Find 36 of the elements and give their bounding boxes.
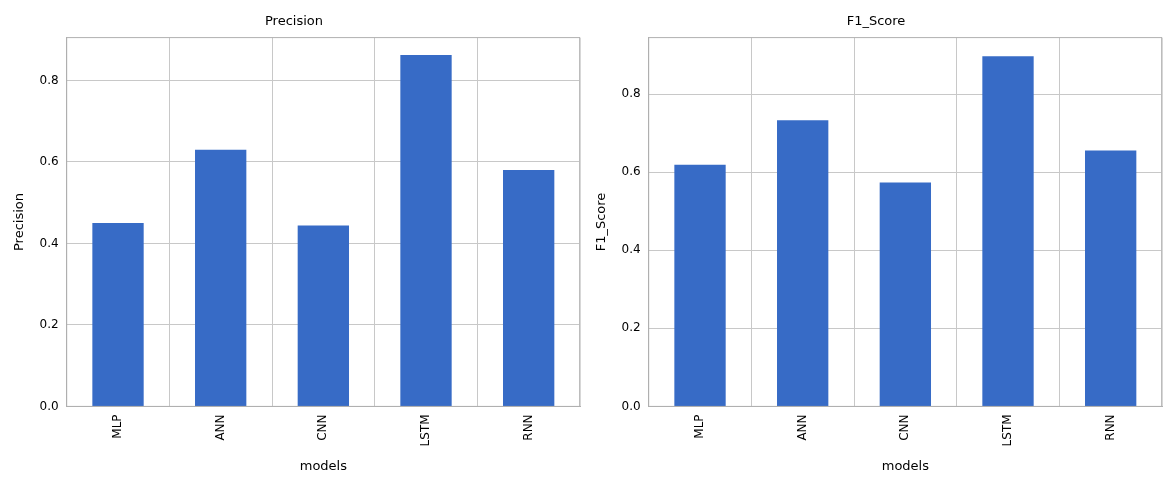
y-tick-label: 0.4 (39, 235, 59, 250)
y-tick-label: 0.2 (621, 320, 641, 335)
bar (297, 225, 350, 406)
x-axis-title: models (299, 457, 348, 473)
y-tick-label: 0.6 (621, 164, 641, 179)
x-axis-title: models (881, 457, 930, 473)
x-tick-label: MLP (110, 414, 125, 439)
x-tick-label: CNN (315, 414, 330, 441)
y-axis-title: Precision (11, 193, 27, 252)
x-tick-label: LSTM (418, 414, 433, 447)
bar (503, 170, 555, 406)
y-tick-label: 0.2 (39, 317, 59, 332)
x-tick-label: RNN (1102, 414, 1117, 441)
y-tick-label: 0.8 (39, 72, 59, 87)
y-tick-label: 0.6 (39, 154, 59, 169)
x-tick-label: ANN (794, 414, 809, 441)
bar (777, 120, 829, 406)
y-tick-label: 0.4 (621, 242, 641, 257)
chart-title: F1_Score (846, 13, 906, 29)
bar (400, 55, 452, 406)
bar (674, 164, 726, 406)
x-tick-label: MLP (692, 414, 707, 439)
x-tick-label: LSTM (1000, 414, 1015, 447)
bar (982, 56, 1034, 406)
bar (195, 149, 247, 406)
y-tick-label: 0.8 (621, 86, 641, 101)
x-tick-label: ANN (212, 414, 227, 441)
y-tick-label: 0.0 (39, 398, 59, 413)
x-tick-label: CNN (897, 414, 912, 441)
y-tick-label: 0.0 (621, 398, 641, 413)
chart-title: Precision (264, 13, 324, 29)
y-axis-title: F1_Score (593, 192, 609, 252)
bar (1085, 150, 1137, 406)
x-tick-label: RNN (520, 414, 535, 441)
bar (879, 182, 932, 406)
bar (92, 223, 144, 406)
